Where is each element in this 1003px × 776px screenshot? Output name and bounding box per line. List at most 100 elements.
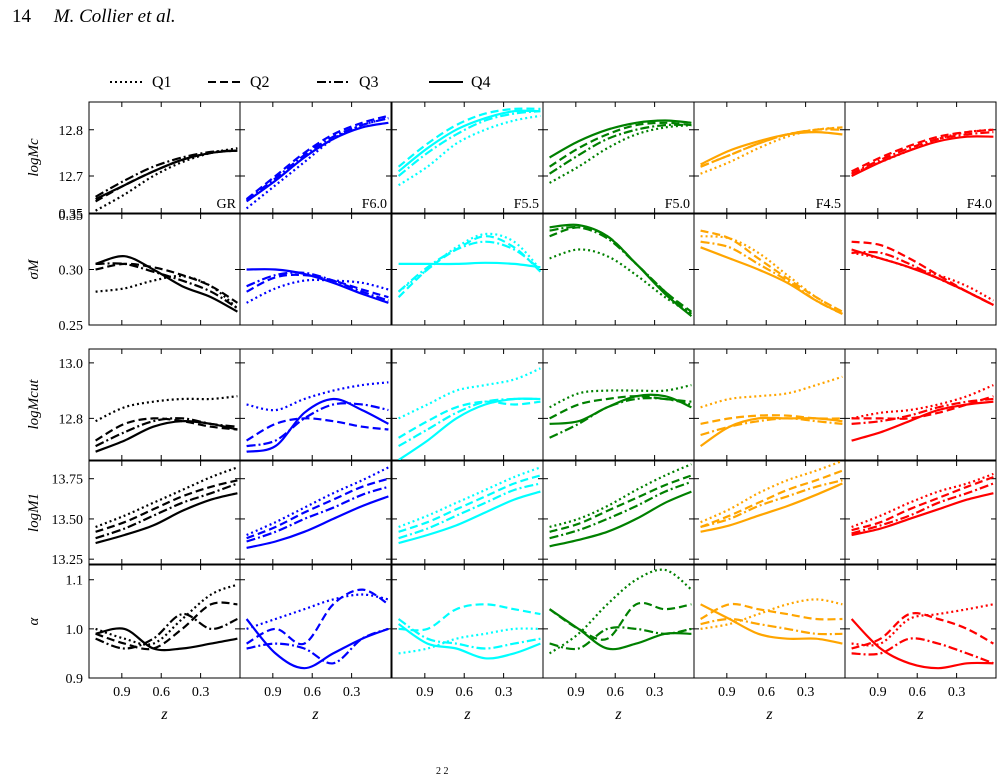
series-line-q3-f5-0 [549,123,692,175]
series-line-q2-gr [95,601,238,651]
series-line-q4-f4-5 [700,482,843,533]
x-tick-label: 0.6 [455,685,473,700]
series-line-q3-f5-0 [549,225,693,315]
panel-frame [844,564,997,679]
series-line-q4-f4-5 [700,603,843,645]
series-line-q4-f4-0 [851,248,994,306]
x-tick-label: 0.6 [757,685,775,700]
series-line-q4-f6-0 [246,397,389,453]
panel-frame [88,460,241,565]
series-line-q1-f5-0 [549,463,692,529]
model-label-gr: GR [217,197,237,212]
series-line-q4-f5-0 [549,393,692,425]
series-line-q1-f5-0 [549,248,692,315]
series-line-q3-f6-0 [246,485,389,543]
model-label-f6-0: F6.0 [362,197,387,212]
series-line-q2-f5-5 [397,235,542,298]
series-line-q2-f5-0 [549,121,692,168]
series-line-q4-gr [95,492,238,545]
series-line-q4-f4-5 [699,416,843,448]
series-line-q1-gr [95,395,238,423]
x-tick-label: 0.9 [869,685,887,700]
y-tick-label: 0.9 [66,672,84,687]
series-line-q3-f4-0 [851,637,994,665]
series-line-q3-f5-5 [397,618,541,650]
series-line-q2-f4-5 [700,602,843,621]
panel-frame [239,348,392,461]
series-line-q1-f5-0 [549,384,692,409]
legend-label-q2: Q2 [250,74,270,91]
series-line-q1-gr [95,147,238,212]
x-tick-label: 0.9 [113,685,131,700]
series-line-q4-f4-0 [851,135,994,177]
series-line-q2-f5-0 [549,474,692,533]
series-line-q3-f5-0 [549,626,692,651]
legend-label-q1: Q1 [152,74,172,91]
series-line-q3-f6-0 [245,117,389,201]
series-line-q4-f6-0 [245,121,389,203]
panel-frame [88,564,241,679]
y-tick-label: 0.30 [59,264,84,279]
panel-frame [693,348,846,461]
series-line-q3-f5-5 [398,482,541,540]
y-axis-label-0: logMc [26,138,42,177]
series-line-q1-f4-0 [851,603,994,647]
series-line-q2-gr [95,479,238,533]
y-tick-label: 12.8 [59,412,84,427]
footer-fragment: 2 2 [436,766,449,776]
series-line-q1-f6-0 [246,278,389,304]
y-tick-label: 12.8 [59,124,84,139]
x-tick-label: 0.6 [908,685,926,700]
series-line-q1-f6-0 [245,117,389,210]
series-line-q2-f4-5 [700,414,843,425]
series-line-q4-f5-5 [397,397,541,460]
series-line-q4-f5-0 [549,119,692,159]
series-line-q3-f4-5 [700,479,843,529]
series-line-q3-f4-5 [700,617,843,636]
series-line-q2-gr [95,149,238,203]
x-tick-label: 0.3 [192,685,210,700]
panel-frame [844,460,997,565]
y-axis-label-3: logM1 [26,493,42,532]
y-tick-label: 13.0 [59,357,84,372]
y-tick-label: 0.25 [59,319,84,334]
series-line-q3-gr [95,482,238,540]
model-label-f4-5: F4.5 [816,197,841,212]
x-axis-label: z [463,706,471,723]
series-line-q3-f6-0 [246,271,389,302]
panel-frame [88,348,241,461]
series-line-q2-f5-5 [398,603,541,632]
panel-frame [88,213,241,326]
series-line-q4-f5-0 [549,223,693,317]
series-line-q1-f4-5 [700,461,843,524]
series-line-q4-f4-5 [700,246,843,315]
series-line-q4-f6-0 [246,268,389,304]
y-tick-label: 13.50 [52,513,84,528]
series-line-q3-gr [95,612,238,650]
series-line-q1-f5-5 [398,367,541,420]
panel-frame [239,564,392,679]
series-line-q3-f4-5 [700,417,843,437]
y-axis-label-4: α [26,616,42,625]
page-header: 14 M. Collier et al. [12,6,176,28]
model-label-f5-0: F5.0 [665,197,690,212]
series-line-q3-f4-5 [700,128,843,168]
series-line-q2-f4-5 [700,469,843,529]
x-axis-label: z [311,706,319,723]
panel-frame [542,564,695,679]
series-line-q4-f5-0 [549,490,692,548]
series-line-q3-f5-0 [549,480,692,540]
series-line-q2-f4-5 [700,229,843,313]
series-line-q1-f5-0 [549,124,692,184]
series-line-q4-gr [95,627,238,652]
series-line-q1-f5-0 [548,568,693,655]
series-line-q4-f5-5 [398,261,541,269]
series-line-q3-f4-0 [851,482,994,535]
x-axis-label: z [160,706,168,723]
series-line-q1-f4-5 [700,598,843,630]
model-label-f4-0: F4.0 [967,197,992,212]
series-line-q3-f5-0 [549,397,692,439]
series-line-q2-f4-0 [851,476,994,532]
x-tick-label: 0.3 [646,685,664,700]
panel-frame [391,564,544,679]
